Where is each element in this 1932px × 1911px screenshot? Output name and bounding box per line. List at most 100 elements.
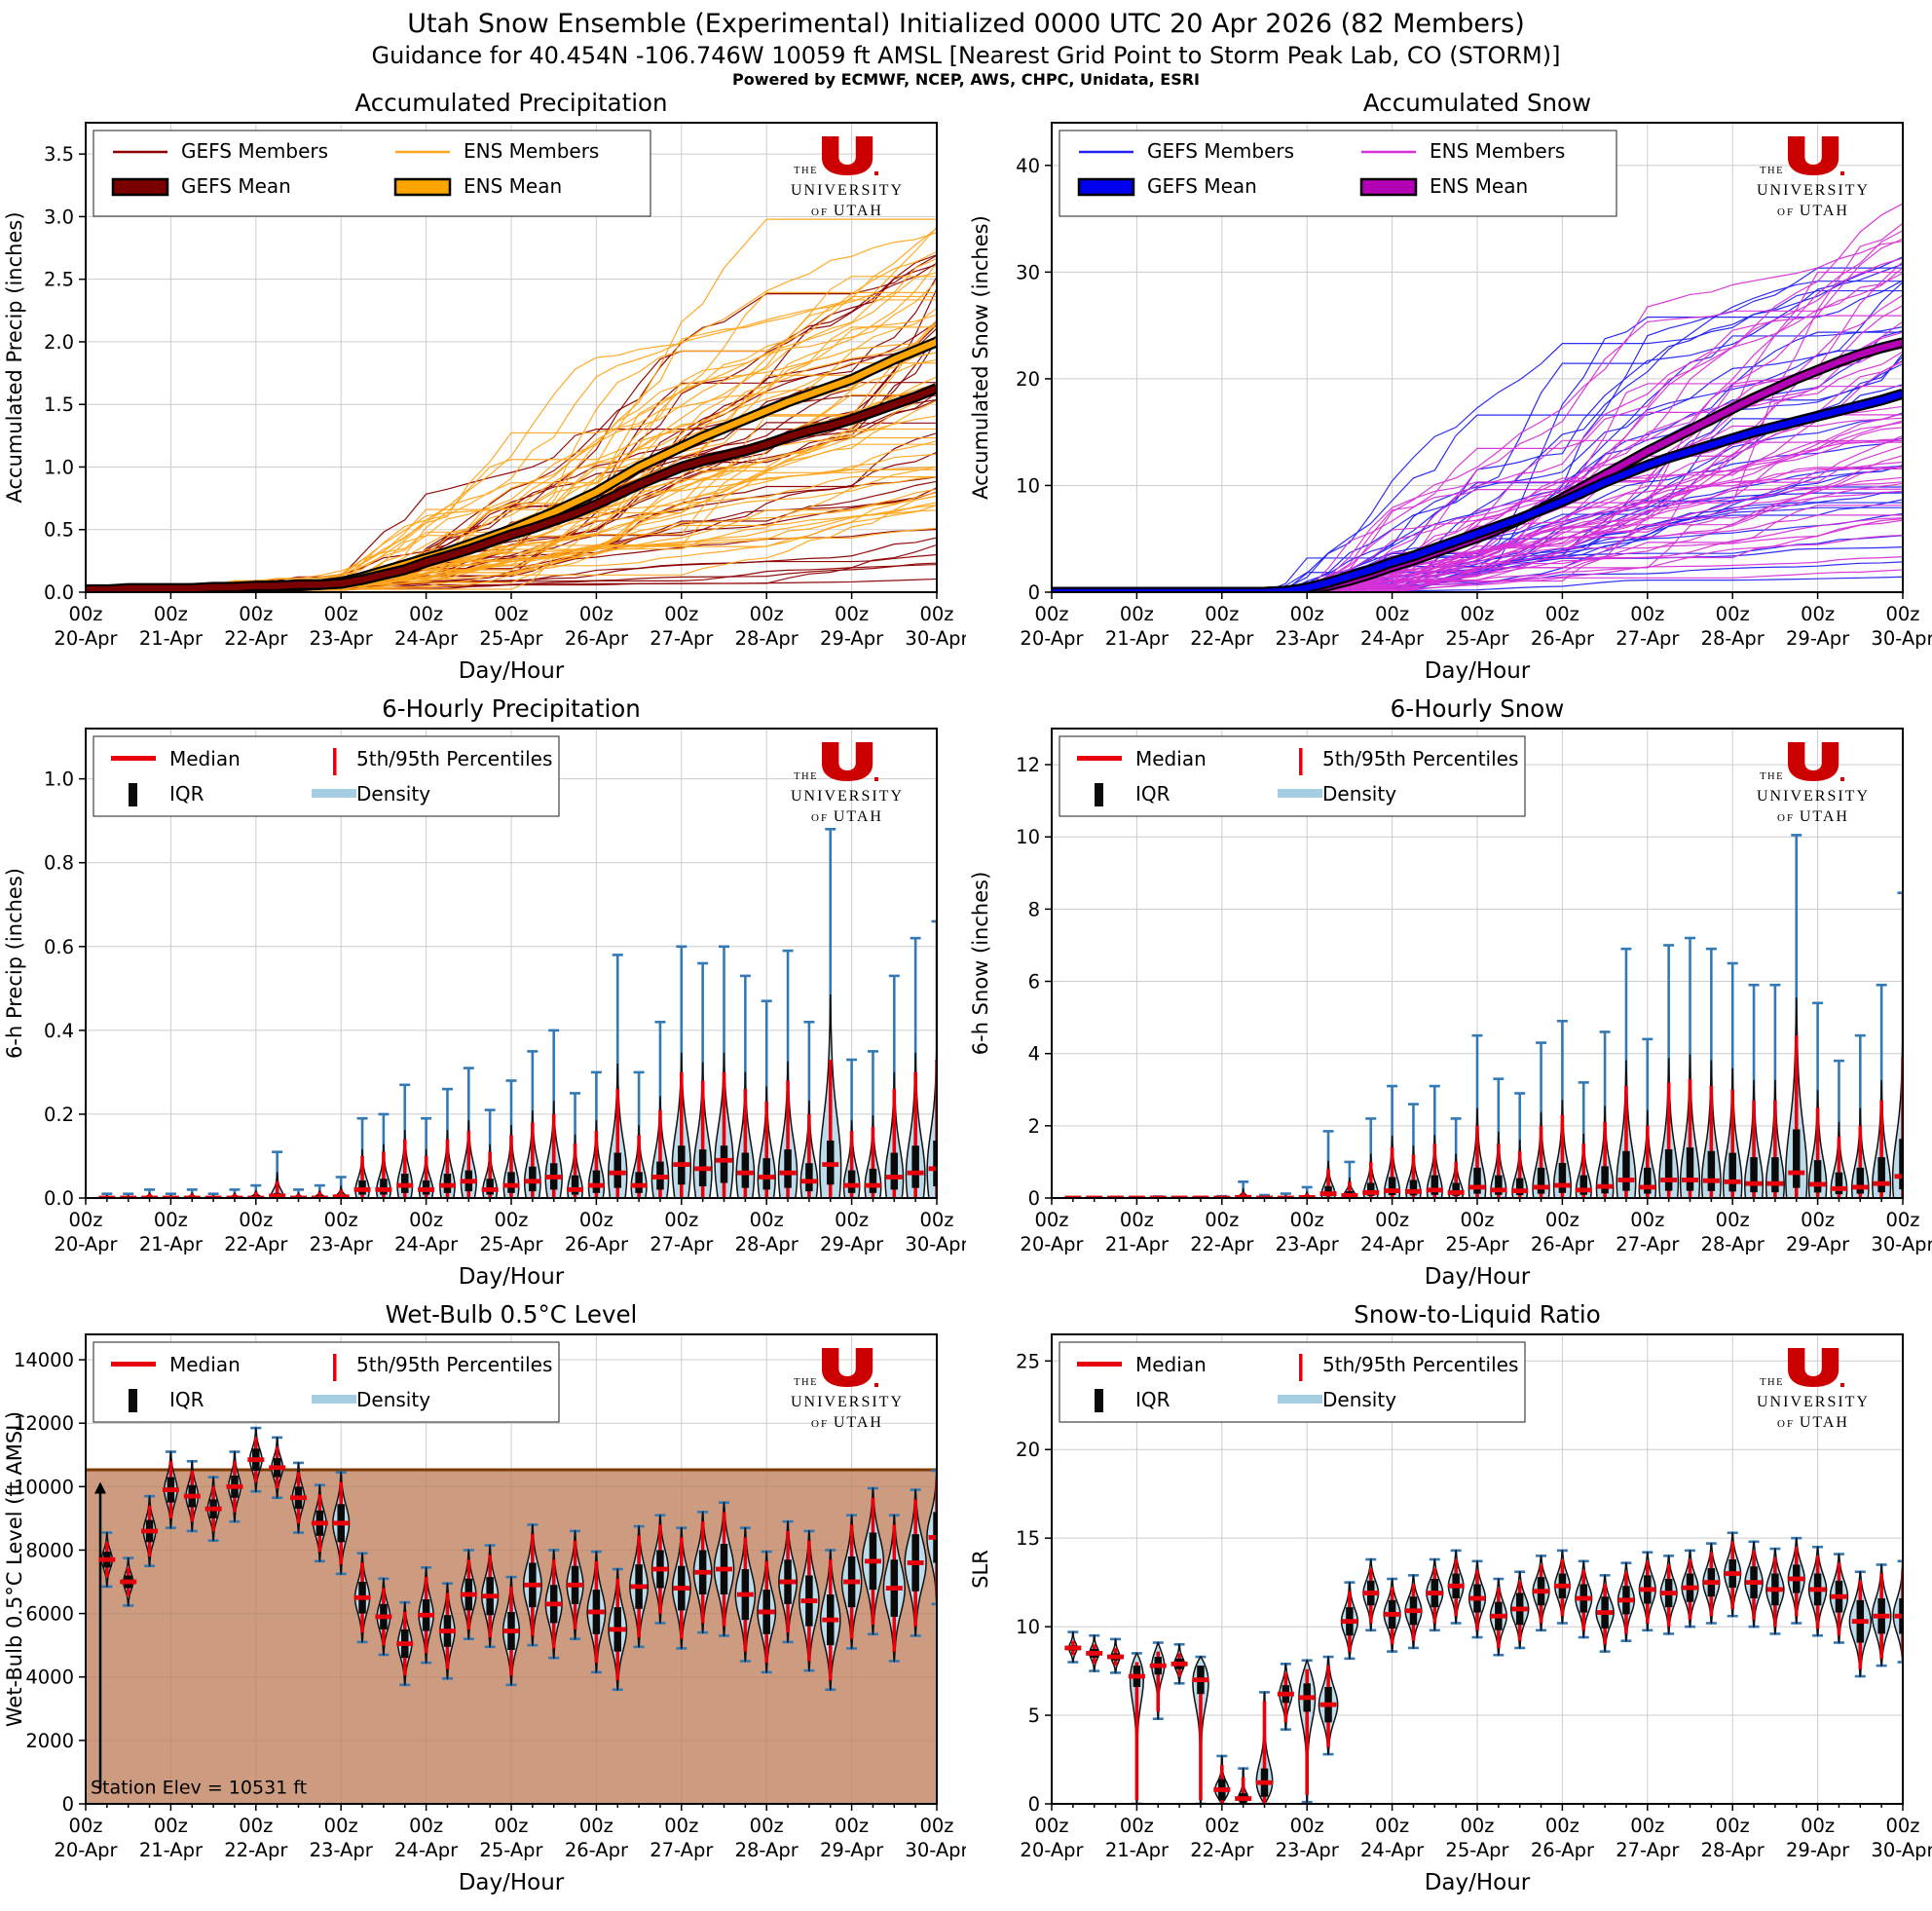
median-tick [204,1506,222,1512]
svg-text:00z: 00z [1716,1209,1750,1231]
violin [608,954,628,1198]
svg-text:THE: THE [1760,1377,1784,1388]
svg-text:ENS Members: ENS Members [464,139,599,163]
svg-text:26-Apr: 26-Apr [1531,627,1595,650]
svg-text:THE: THE [794,771,818,782]
violin [1426,1084,1443,1198]
violin [1509,1570,1530,1650]
violin [1447,1117,1465,1198]
svg-text:UNIVERSITY: UNIVERSITY [791,182,904,199]
svg-text:24-Apr: 24-Apr [394,1839,459,1861]
svg-text:21-Apr: 21-Apr [1105,627,1170,650]
violin [1468,1559,1487,1639]
svg-text:IQR: IQR [169,1388,204,1411]
median-tick [438,1629,456,1633]
svg-text:21-Apr: 21-Apr [139,1233,204,1255]
violin [418,1116,435,1198]
median-tick [1298,1695,1316,1701]
tick-labels: 00z20-Apr00z21-Apr00z22-Apr00z23-Apr00z2… [1016,754,1932,1255]
violin [1848,1570,1872,1678]
svg-text:00z: 00z [68,1815,102,1837]
svg-text:00z: 00z [664,603,698,625]
svg-text:0: 0 [62,1793,74,1816]
svg-text:00z: 00z [835,1209,869,1231]
violin [1128,1652,1145,1804]
svg-text:GEFS Members: GEFS Members [181,139,328,163]
x-axis-label: Day/Hour [1425,1264,1531,1290]
median-tick [311,1195,328,1198]
svg-text:ENS Mean: ENS Mean [1430,174,1528,198]
median-tick [1404,1188,1422,1194]
svg-text:30-Apr: 30-Apr [1871,627,1932,650]
svg-text:00z: 00z [1034,1209,1068,1231]
median-tick [800,1179,818,1184]
legend: Median IQR 5th/95th Percentiles Density [1059,735,1526,817]
median-tick [1660,1591,1678,1595]
violin [735,974,756,1198]
svg-text:6: 6 [1028,971,1040,993]
svg-text:00z: 00z [154,1209,188,1231]
violin [1765,1547,1785,1635]
svg-text:30-Apr: 30-Apr [1871,1839,1932,1861]
svg-text:00z: 00z [664,1815,698,1837]
violin [1872,983,1892,1198]
svg-text:00z: 00z [750,1815,784,1837]
violin [799,1529,820,1672]
svg-text:00z: 00z [1885,603,1919,625]
tick-labels: 00z20-Apr00z21-Apr00z22-Apr00z23-Apr00z2… [1016,1350,1932,1861]
svg-text:24-Apr: 24-Apr [1360,1233,1425,1255]
violin [1552,1020,1572,1198]
svg-text:21-Apr: 21-Apr [1105,1233,1170,1255]
violin [586,1550,607,1674]
svg-text:00z: 00z [1460,1815,1494,1837]
violin-series [98,827,937,1198]
violin [438,1582,456,1680]
median-tick [1511,1606,1529,1612]
violin [162,1450,179,1529]
median-tick [1384,1611,1401,1617]
svg-text:25-Apr: 25-Apr [479,1233,543,1255]
svg-text:28-Apr: 28-Apr [735,1839,799,1861]
violin [587,1070,606,1198]
svg-text:00z: 00z [919,603,953,625]
violin [1341,1160,1358,1198]
tick-labels: 00z20-Apr00z21-Apr00z22-Apr00z23-Apr00z2… [1016,155,1932,650]
median-tick [162,1195,179,1198]
median-tick [822,1162,839,1167]
panel-six-hourly-snow: 00z 20-Apr 00z 21-Apr 00z 22-Apr 00z 23-Apr 00z 2… [966,694,1932,1301]
svg-text:0: 0 [1028,1187,1040,1210]
median-tick [1575,1595,1592,1601]
svg-text:00z: 00z [409,603,443,625]
svg-text:1.0: 1.0 [44,456,74,478]
axes: 00z20-Apr00z21-Apr00z22-Apr00z23-Apr00z2… [3,1300,970,1895]
svg-text:00z: 00z [154,603,188,625]
violin [226,1450,243,1523]
tick-marks [1045,165,1904,599]
tick-marks [1045,1360,1904,1811]
svg-text:25-Apr: 25-Apr [1445,1233,1509,1255]
u-logo-mark [1788,742,1839,782]
svg-text:Median: Median [169,1353,241,1376]
median-tick [1533,1184,1550,1190]
median-tick [1682,1178,1698,1182]
svg-text:22-Apr: 22-Apr [1190,627,1254,650]
chart-six-hourly-snow: 00z20-Apr00z21-Apr00z22-Apr00z23-Apr00z2… [969,694,1932,1290]
svg-text:30-Apr: 30-Apr [905,1233,966,1255]
violin [671,1526,691,1650]
median-tick [1192,1677,1209,1683]
median-tick [758,1175,775,1180]
violin [1744,1540,1764,1629]
median-tick [183,1493,201,1499]
violin [1616,947,1637,1198]
violin [1553,1549,1571,1625]
violin [799,1020,819,1198]
violin [1638,1037,1657,1198]
median-tick [1319,1191,1337,1196]
svg-text:30-Apr: 30-Apr [905,1839,966,1861]
panel-snow-to-liquid-ratio: 00z 20-Apr 00z 21-Apr 00z 22-Apr 00z 23-Apr 00z 2… [966,1300,1932,1907]
svg-text:00z: 00z [1034,1815,1068,1837]
svg-text:20-Apr: 20-Apr [1020,627,1084,650]
svg-text:OF UTAH: OF UTAH [1777,203,1849,219]
median-tick [779,1170,797,1176]
median-tick [1235,1796,1252,1801]
